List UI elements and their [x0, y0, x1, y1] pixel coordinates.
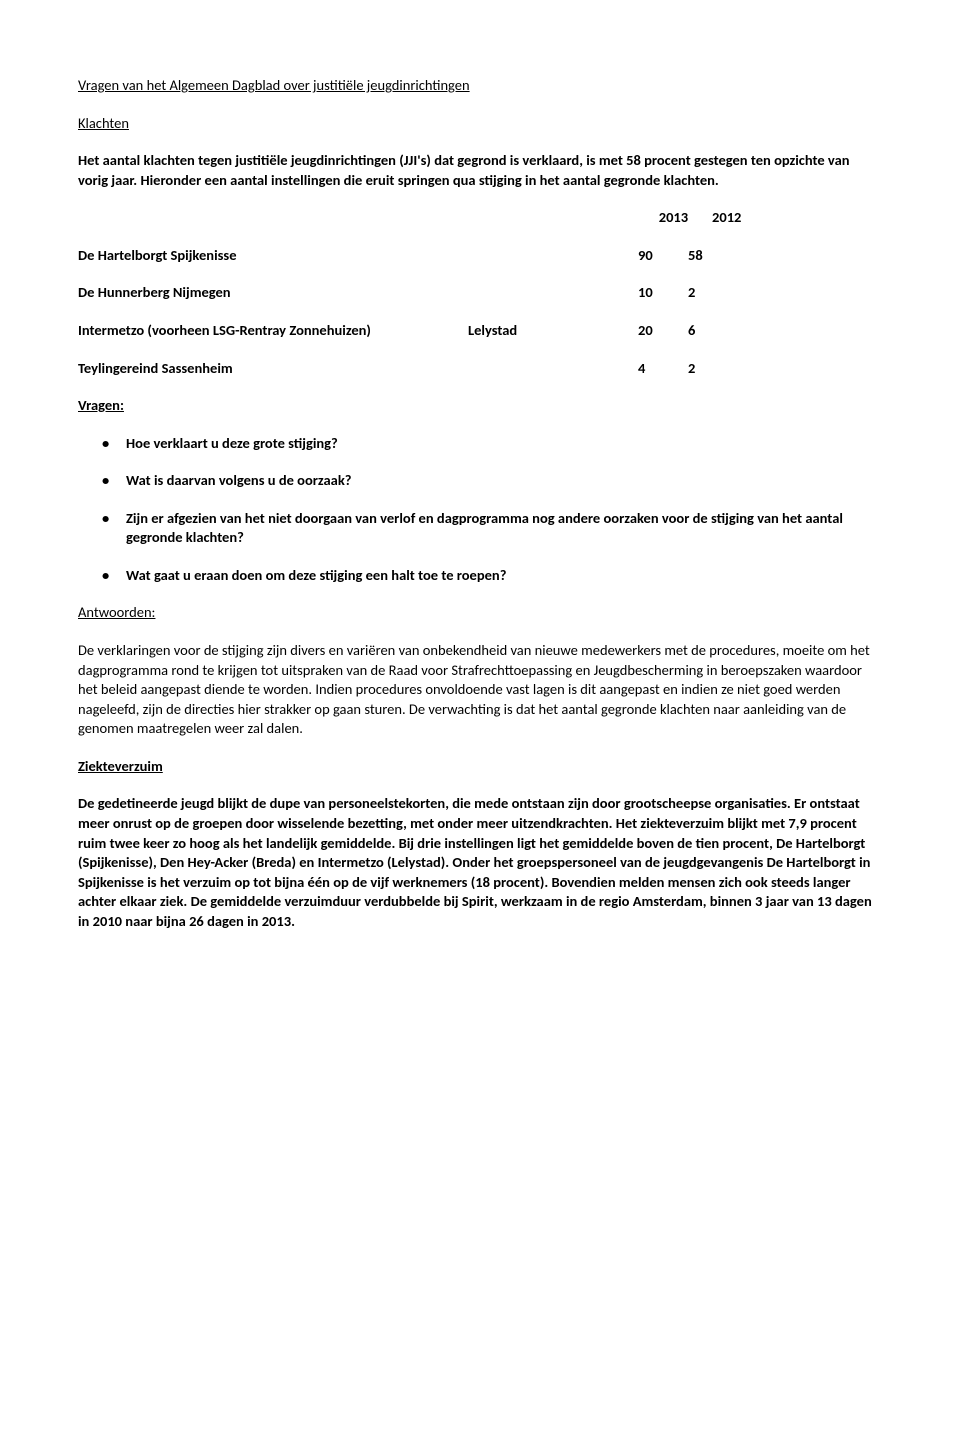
- vragen-list: Hoe verklaart u deze grote stijging? Wat…: [78, 434, 882, 586]
- antwoorden-label: Antwoorden:: [78, 603, 882, 623]
- table-row: Intermetzo (voorheen LSG-Rentray Zonnehu…: [78, 321, 882, 341]
- row-mid: [468, 283, 638, 303]
- row-label: De Hunnerberg Nijmegen: [78, 283, 468, 303]
- table-years-row: 2013 2012: [78, 208, 882, 228]
- row-mid: Lelystad: [468, 321, 638, 341]
- table-row: Teylingereind Sassenheim 4 2: [78, 359, 882, 379]
- vragen-label: Vragen:: [78, 396, 882, 416]
- row-val1: 20: [638, 321, 688, 341]
- klachten-header: Klachten: [78, 114, 882, 134]
- row-val1: 90: [638, 246, 688, 266]
- row-val1: 4: [638, 359, 688, 379]
- vraag-item: Zijn er afgezien van het niet doorgaan v…: [78, 509, 882, 548]
- ziekteverzuim-body: De gedetineerde jeugd blijkt de dupe van…: [78, 794, 882, 931]
- document-title: Vragen van het Algemeen Dagblad over jus…: [78, 76, 882, 96]
- row-label: Teylingereind Sassenheim: [78, 359, 468, 379]
- row-mid: [468, 246, 638, 266]
- vraag-item: Wat gaat u eraan doen om deze stijging e…: [78, 566, 882, 586]
- klachten-intro: Het aantal klachten tegen justitiële jeu…: [78, 151, 882, 190]
- row-mid: [468, 359, 638, 379]
- row-val2: 58: [688, 246, 738, 266]
- row-label: Intermetzo (voorheen LSG-Rentray Zonnehu…: [78, 321, 468, 341]
- row-val2: 2: [688, 283, 738, 303]
- antwoorden-body: De verklaringen voor de stijging zijn di…: [78, 641, 882, 739]
- row-val2: 2: [688, 359, 738, 379]
- year-2012: 2012: [712, 208, 762, 228]
- row-val2: 6: [688, 321, 738, 341]
- row-label: De Hartelborgt Spijkenisse: [78, 246, 468, 266]
- vraag-item: Wat is daarvan volgens u de oorzaak?: [78, 471, 882, 491]
- row-val1: 10: [638, 283, 688, 303]
- table-row: De Hartelborgt Spijkenisse 90 58: [78, 246, 882, 266]
- year-2013: 2013: [659, 208, 709, 228]
- vraag-item: Hoe verklaart u deze grote stijging?: [78, 434, 882, 454]
- table-row: De Hunnerberg Nijmegen 10 2: [78, 283, 882, 303]
- ziekteverzuim-header: Ziekteverzuim: [78, 757, 882, 777]
